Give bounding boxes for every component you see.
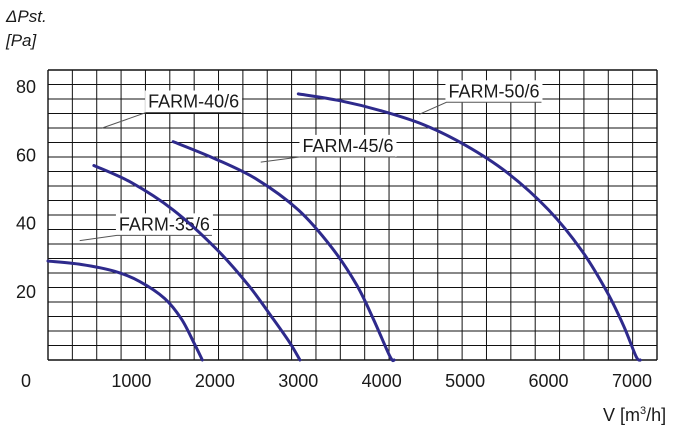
x-tick-label: 0 [21,371,31,391]
curve-label-leader [260,156,396,163]
y-axis-label-line2: [Pa] [5,31,38,50]
curve-label: FARM-50/6 [448,81,539,101]
y-tick-labels: 20 40 60 80 [16,77,36,302]
x-tick-labels: 0 1000 2000 3000 4000 5000 6000 7000 [21,371,652,391]
x-tick-label: 2000 [195,371,235,391]
curve-label: FARM-35/6 [119,214,210,234]
curve-label-background [299,134,397,157]
curve-label: FARM-40/6 [148,92,239,112]
x-tick-label: 5000 [445,371,485,391]
fan-curve [46,259,204,362]
y-tick-label: 40 [16,214,36,234]
fan-curve [92,164,302,362]
y-axis-label-line1: ΔPst. [5,7,47,26]
x-tick-label: 7000 [612,371,652,391]
curve-label-leader [102,112,242,129]
x-axis-label-main: V [m [603,405,640,425]
curve-label-leader [79,234,212,242]
y-tick-label: 60 [16,145,36,165]
y-tick-label: 80 [16,77,36,97]
curve-label-background [115,213,213,236]
grid [47,69,658,361]
curve-label-background [445,80,543,103]
x-tick-label: 4000 [362,371,402,391]
x-tick-label: 6000 [529,371,569,391]
fan-curve [171,140,396,363]
x-axis-label-end: /h] [646,405,666,425]
curve-label-leader [419,101,542,115]
x-tick-label: 3000 [278,371,318,391]
curve-label: FARM-45/6 [302,136,393,156]
x-axis-label-superscript: 3 [640,405,646,417]
y-tick-label: 20 [16,282,36,302]
curve-label-background [145,90,243,113]
fan-curves: FARM-35/6 FARM-40/6 FARM-45/6 FARM-50/6 [46,80,642,363]
x-axis-label: V [m3/h] [603,405,666,425]
x-tick-label: 1000 [111,371,151,391]
fan-curve [296,92,642,362]
